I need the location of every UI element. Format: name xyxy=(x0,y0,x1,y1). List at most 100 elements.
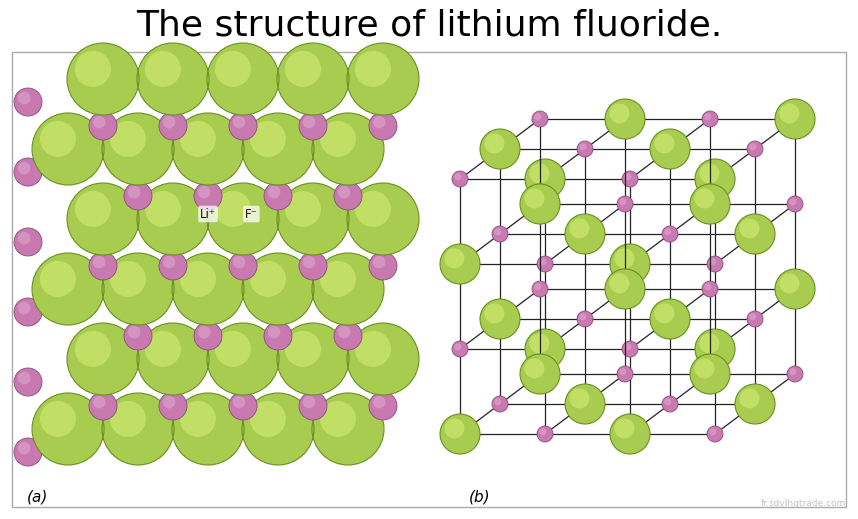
Circle shape xyxy=(579,143,586,151)
Circle shape xyxy=(372,256,385,268)
Circle shape xyxy=(520,354,560,394)
Circle shape xyxy=(14,368,42,396)
Circle shape xyxy=(233,256,245,268)
Circle shape xyxy=(14,228,42,256)
Circle shape xyxy=(622,341,638,357)
Circle shape xyxy=(535,113,541,120)
Circle shape xyxy=(355,331,391,367)
Circle shape xyxy=(347,323,419,395)
Text: F⁻: F⁻ xyxy=(245,208,258,221)
Circle shape xyxy=(14,158,42,186)
Circle shape xyxy=(250,261,286,297)
Circle shape xyxy=(707,426,723,442)
Circle shape xyxy=(102,113,174,185)
Circle shape xyxy=(694,188,715,209)
Circle shape xyxy=(194,322,222,350)
Circle shape xyxy=(172,393,244,465)
Circle shape xyxy=(137,43,209,115)
Circle shape xyxy=(102,253,174,325)
Circle shape xyxy=(369,112,397,140)
Circle shape xyxy=(577,141,593,157)
Circle shape xyxy=(617,196,633,212)
Circle shape xyxy=(655,133,674,154)
Circle shape xyxy=(277,183,349,255)
Circle shape xyxy=(18,302,30,315)
Bar xyxy=(12,52,846,507)
Circle shape xyxy=(747,141,763,157)
Circle shape xyxy=(779,103,800,124)
Circle shape xyxy=(735,214,775,254)
Circle shape xyxy=(579,313,586,320)
Circle shape xyxy=(492,396,508,412)
Circle shape xyxy=(704,283,711,290)
Circle shape xyxy=(194,182,222,210)
Circle shape xyxy=(494,398,501,405)
Circle shape xyxy=(110,261,146,297)
Circle shape xyxy=(614,249,634,268)
Circle shape xyxy=(285,331,321,367)
Circle shape xyxy=(110,401,146,437)
Circle shape xyxy=(369,392,397,420)
Circle shape xyxy=(264,182,292,210)
Circle shape xyxy=(789,368,796,375)
Circle shape xyxy=(655,304,674,323)
Circle shape xyxy=(537,256,553,272)
Circle shape xyxy=(285,191,321,227)
Circle shape xyxy=(444,249,464,268)
Circle shape xyxy=(454,343,462,350)
Circle shape xyxy=(14,88,42,116)
Circle shape xyxy=(740,218,759,238)
Circle shape xyxy=(699,163,719,183)
Circle shape xyxy=(749,313,757,320)
Circle shape xyxy=(480,129,520,169)
Circle shape xyxy=(172,113,244,185)
Circle shape xyxy=(619,198,626,206)
Circle shape xyxy=(40,401,76,437)
Circle shape xyxy=(110,121,146,157)
Circle shape xyxy=(779,274,800,293)
Circle shape xyxy=(702,111,718,127)
Circle shape xyxy=(338,186,350,198)
Circle shape xyxy=(707,256,723,272)
Circle shape xyxy=(207,43,279,115)
Circle shape xyxy=(14,298,42,326)
Circle shape xyxy=(14,438,42,466)
Circle shape xyxy=(89,252,117,280)
Circle shape xyxy=(775,269,815,309)
Circle shape xyxy=(312,253,384,325)
Circle shape xyxy=(40,121,76,157)
Circle shape xyxy=(690,184,730,224)
Circle shape xyxy=(18,162,30,174)
Circle shape xyxy=(440,244,480,284)
Circle shape xyxy=(369,252,397,280)
Text: Li⁺: Li⁺ xyxy=(200,208,216,221)
Circle shape xyxy=(452,341,468,357)
Circle shape xyxy=(207,183,279,255)
Circle shape xyxy=(480,299,520,339)
Circle shape xyxy=(207,323,279,395)
Circle shape xyxy=(18,92,30,104)
Circle shape xyxy=(775,99,815,139)
Circle shape xyxy=(75,331,111,367)
Circle shape xyxy=(277,323,349,395)
Circle shape xyxy=(128,186,141,198)
Circle shape xyxy=(137,323,209,395)
Circle shape xyxy=(299,252,327,280)
Circle shape xyxy=(124,182,152,210)
Circle shape xyxy=(440,414,480,454)
Circle shape xyxy=(624,173,631,181)
Circle shape xyxy=(137,183,209,255)
Circle shape xyxy=(565,384,605,424)
Circle shape xyxy=(664,228,671,235)
Circle shape xyxy=(529,163,549,183)
Circle shape xyxy=(303,396,316,408)
Circle shape xyxy=(180,121,216,157)
Circle shape xyxy=(250,121,286,157)
Circle shape xyxy=(145,331,181,367)
Circle shape xyxy=(214,331,251,367)
Circle shape xyxy=(159,252,187,280)
Circle shape xyxy=(699,333,719,353)
Circle shape xyxy=(610,244,650,284)
Circle shape xyxy=(749,143,757,151)
Circle shape xyxy=(334,322,362,350)
